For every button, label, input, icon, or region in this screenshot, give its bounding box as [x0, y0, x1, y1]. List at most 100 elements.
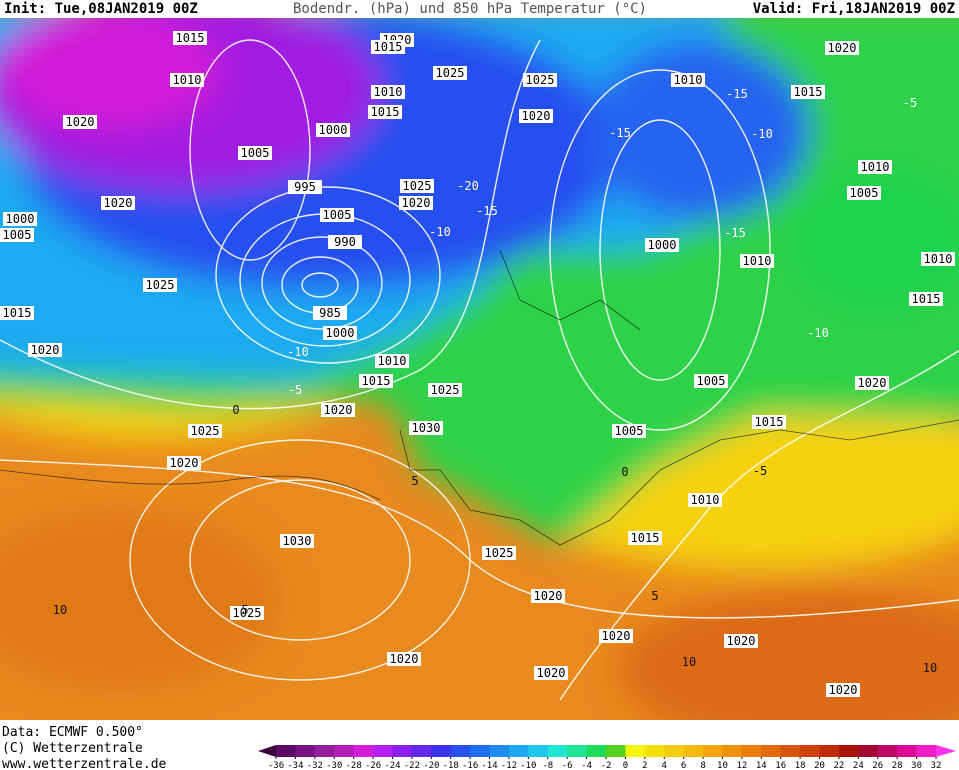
label-box	[0, 228, 34, 242]
label-box	[724, 634, 758, 648]
isobar-label: 1025	[146, 278, 175, 292]
temperature-label: -15	[726, 87, 748, 101]
colorbar-segment	[838, 745, 859, 757]
colorbar-segment	[722, 745, 743, 757]
colorbar-label: -6	[562, 761, 573, 770]
colorbar-label: 10	[717, 761, 728, 770]
temperature-label: 0	[621, 465, 628, 479]
isobar-label: 1015	[374, 40, 403, 54]
label-box	[238, 146, 272, 160]
isobar-label: 1020	[104, 196, 133, 210]
colorbar-segment	[373, 745, 393, 757]
isobar-label: 990	[334, 235, 356, 249]
isobar-label: 1020	[66, 115, 95, 129]
colorbar-label: 16	[775, 761, 786, 770]
isobar-label: 1020	[534, 589, 563, 603]
colorbar-segment	[567, 745, 588, 757]
isobar-label: 1015	[3, 306, 32, 320]
colorbar-label: 30	[911, 761, 922, 770]
isobar-label: 1010	[924, 252, 953, 266]
isobar-label: 985	[319, 306, 341, 320]
label-box	[321, 403, 355, 417]
isobar-label: 1025	[431, 383, 460, 397]
temperature-label: -10	[287, 345, 309, 359]
colorbar-segment	[703, 745, 723, 757]
label-box	[740, 254, 774, 268]
colorbar-segment	[295, 745, 316, 757]
label-box	[752, 415, 786, 429]
label-box	[523, 73, 557, 87]
colorbar-label: -2	[601, 761, 612, 770]
isobar-label: 1005	[850, 186, 879, 200]
isobar-label: 1020	[829, 683, 858, 697]
isobar-label: 1000	[326, 326, 355, 340]
isobar-label: 1030	[283, 534, 312, 548]
label-box	[825, 41, 859, 55]
label-box	[428, 383, 462, 397]
label-box	[387, 652, 421, 666]
isobar-label: 1015	[912, 292, 941, 306]
temperature-label: 5	[651, 589, 658, 603]
colorbar-segment	[761, 745, 782, 757]
colorbar-label: 20	[814, 761, 825, 770]
isobar-label: 1015	[794, 85, 823, 99]
temperature-label: -5	[288, 383, 302, 397]
label-box	[534, 666, 568, 680]
init-label: Init: Tue,08JAN2019 00Z	[4, 1, 198, 17]
colorbar-segment	[606, 745, 626, 757]
label-box	[375, 354, 409, 368]
temperature-label: -15	[609, 126, 631, 140]
label-box	[409, 421, 443, 435]
colorbar-segment	[411, 745, 432, 757]
isobar-label: 1025	[526, 73, 555, 87]
isobar-label: 1020	[402, 196, 431, 210]
isobar-label: 1005	[3, 228, 32, 242]
data-source: Data: ECMWF 0.500°	[2, 725, 143, 740]
temperature-label: -15	[724, 226, 746, 240]
label-box	[368, 105, 402, 119]
label-box	[28, 343, 62, 357]
temperature-label: -5	[903, 96, 917, 110]
colorbar-segment	[314, 745, 335, 757]
colorbar-segment	[334, 745, 355, 757]
colorbar-segment	[586, 745, 607, 757]
colorbar-segment	[741, 745, 762, 757]
colorbar-segment	[877, 745, 898, 757]
temperature-label: 5	[411, 474, 418, 488]
map-field	[0, 18, 959, 720]
isobar-label: 1020	[858, 376, 887, 390]
label-box	[858, 160, 892, 174]
label-box	[671, 73, 705, 87]
isobar-label: 1025	[485, 546, 514, 560]
label-box	[921, 252, 955, 266]
temperature-label: -20	[457, 179, 479, 193]
isobar-label: 1020	[727, 634, 756, 648]
isobar-label: 1025	[191, 424, 220, 438]
temperature-label: -10	[751, 127, 773, 141]
colorbar-segment	[780, 745, 801, 757]
colorbar-under	[258, 745, 276, 757]
label-box	[3, 212, 37, 226]
isobar-label: 1005	[323, 208, 352, 222]
temperature-label: -15	[476, 204, 498, 218]
colorbar-label: -10	[520, 761, 536, 770]
temperature-label: 10	[923, 661, 937, 675]
label-box	[143, 278, 177, 292]
isobar-label: 1025	[436, 66, 465, 80]
label-box	[599, 629, 633, 643]
label-box	[371, 40, 405, 54]
label-box	[855, 376, 889, 390]
isobar-label: 1020	[602, 629, 631, 643]
label-box	[791, 85, 825, 99]
isobar-label: 1020	[828, 41, 857, 55]
colorbar-label: -16	[462, 761, 478, 770]
label-box	[173, 31, 207, 45]
colorbar-label: -4	[581, 761, 592, 770]
colorbar-label: 8	[700, 761, 705, 770]
colorbar-over	[936, 745, 956, 757]
colorbar-label: -20	[423, 761, 439, 770]
isobar-label: 1010	[674, 73, 703, 87]
colorbar-label: 26	[872, 761, 883, 770]
colorbar-label: -12	[501, 761, 517, 770]
